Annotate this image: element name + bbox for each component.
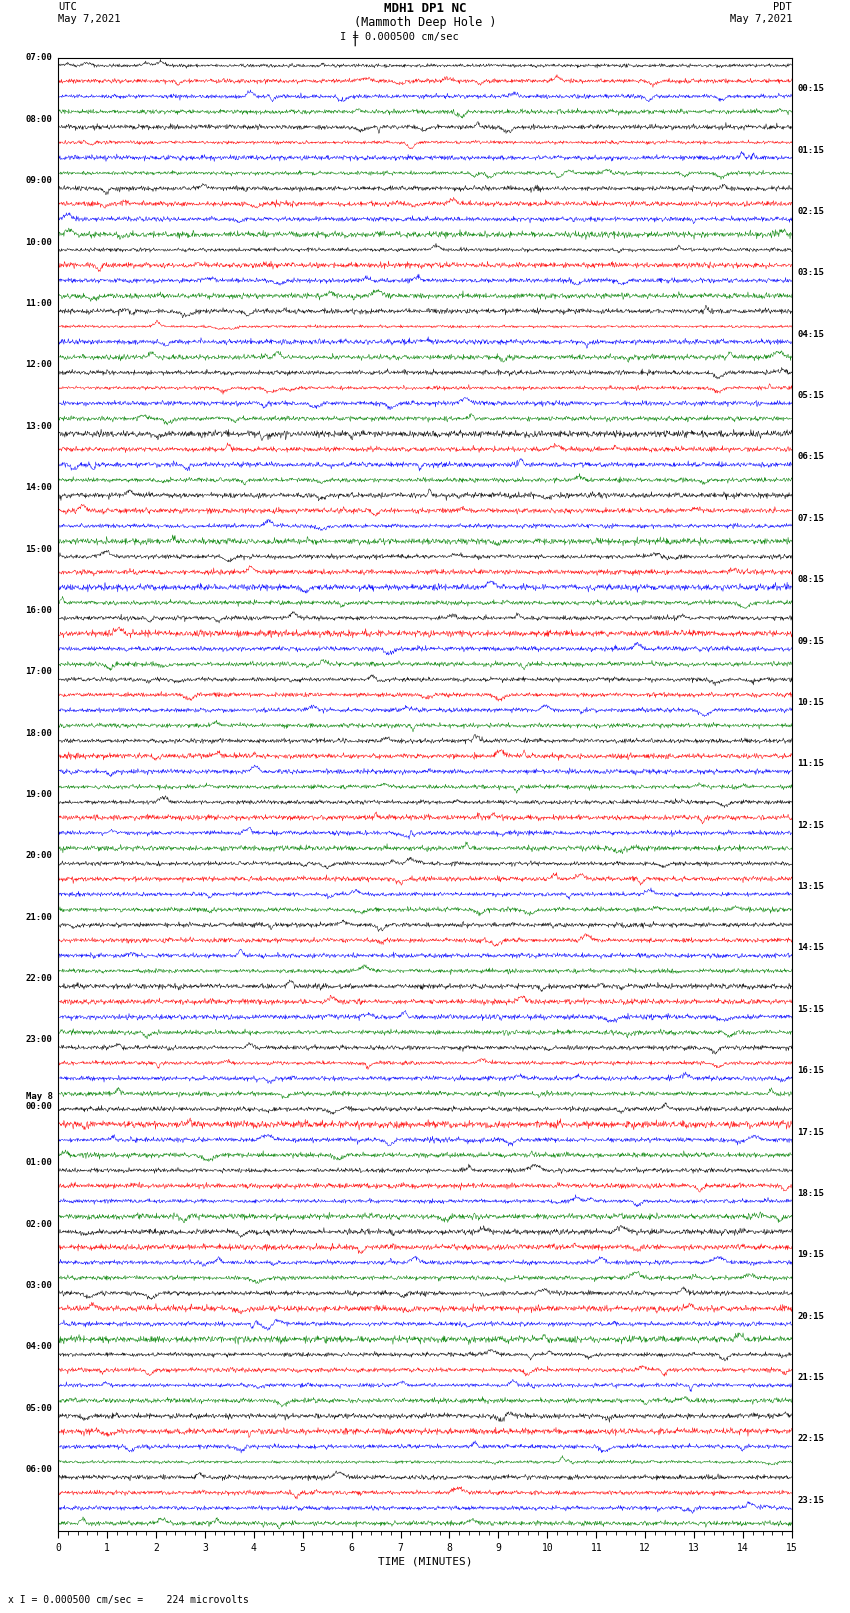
Text: 00:15: 00:15 — [797, 84, 824, 94]
Text: 15:15: 15:15 — [797, 1005, 824, 1015]
Text: 12:15: 12:15 — [797, 821, 824, 829]
Text: 09:15: 09:15 — [797, 637, 824, 645]
Text: 07:00: 07:00 — [26, 53, 53, 63]
Text: 14:15: 14:15 — [797, 944, 824, 952]
Text: ⎥: ⎥ — [349, 31, 356, 45]
Text: 08:00: 08:00 — [26, 115, 53, 124]
Text: 04:15: 04:15 — [797, 329, 824, 339]
Text: 17:00: 17:00 — [26, 668, 53, 676]
Text: 02:00: 02:00 — [26, 1219, 53, 1229]
Text: 03:15: 03:15 — [797, 268, 824, 277]
Text: 10:00: 10:00 — [26, 237, 53, 247]
Text: 05:15: 05:15 — [797, 390, 824, 400]
Text: 11:15: 11:15 — [797, 760, 824, 768]
Text: 11:00: 11:00 — [26, 298, 53, 308]
Text: I = 0.000500 cm/sec: I = 0.000500 cm/sec — [340, 32, 459, 42]
Text: 19:15: 19:15 — [797, 1250, 824, 1260]
Text: UTC
May 7,2021: UTC May 7,2021 — [58, 2, 121, 24]
Text: 06:00: 06:00 — [26, 1465, 53, 1474]
Text: (Mammoth Deep Hole ): (Mammoth Deep Hole ) — [354, 16, 496, 29]
Text: 09:00: 09:00 — [26, 176, 53, 185]
Text: 04:00: 04:00 — [26, 1342, 53, 1352]
Text: 18:00: 18:00 — [26, 729, 53, 737]
Text: 17:15: 17:15 — [797, 1127, 824, 1137]
Text: 16:15: 16:15 — [797, 1066, 824, 1076]
Text: 07:15: 07:15 — [797, 515, 824, 523]
Text: 20:00: 20:00 — [26, 852, 53, 860]
Text: May 8
00:00: May 8 00:00 — [26, 1092, 53, 1111]
Text: 21:15: 21:15 — [797, 1373, 824, 1382]
Text: 19:00: 19:00 — [26, 790, 53, 798]
Text: 03:00: 03:00 — [26, 1281, 53, 1290]
Text: 10:15: 10:15 — [797, 698, 824, 706]
Text: 05:00: 05:00 — [26, 1403, 53, 1413]
Text: PDT
May 7,2021: PDT May 7,2021 — [729, 2, 792, 24]
Text: 20:15: 20:15 — [797, 1311, 824, 1321]
Text: 18:15: 18:15 — [797, 1189, 824, 1198]
Text: 08:15: 08:15 — [797, 576, 824, 584]
Text: 21:00: 21:00 — [26, 913, 53, 921]
X-axis label: TIME (MINUTES): TIME (MINUTES) — [377, 1557, 473, 1566]
Text: 23:00: 23:00 — [26, 1036, 53, 1045]
Text: 12:00: 12:00 — [26, 360, 53, 369]
Text: 13:15: 13:15 — [797, 882, 824, 890]
Text: 22:00: 22:00 — [26, 974, 53, 984]
Text: 06:15: 06:15 — [797, 452, 824, 461]
Text: 16:00: 16:00 — [26, 606, 53, 615]
Text: MDH1 DP1 NC: MDH1 DP1 NC — [383, 2, 467, 15]
Text: 14:00: 14:00 — [26, 484, 53, 492]
Text: 23:15: 23:15 — [797, 1495, 824, 1505]
Text: 15:00: 15:00 — [26, 545, 53, 553]
Text: 01:00: 01:00 — [26, 1158, 53, 1168]
Text: x I = 0.000500 cm/sec =    224 microvolts: x I = 0.000500 cm/sec = 224 microvolts — [8, 1595, 249, 1605]
Text: 01:15: 01:15 — [797, 145, 824, 155]
Text: 13:00: 13:00 — [26, 421, 53, 431]
Text: 22:15: 22:15 — [797, 1434, 824, 1444]
Text: 02:15: 02:15 — [797, 206, 824, 216]
